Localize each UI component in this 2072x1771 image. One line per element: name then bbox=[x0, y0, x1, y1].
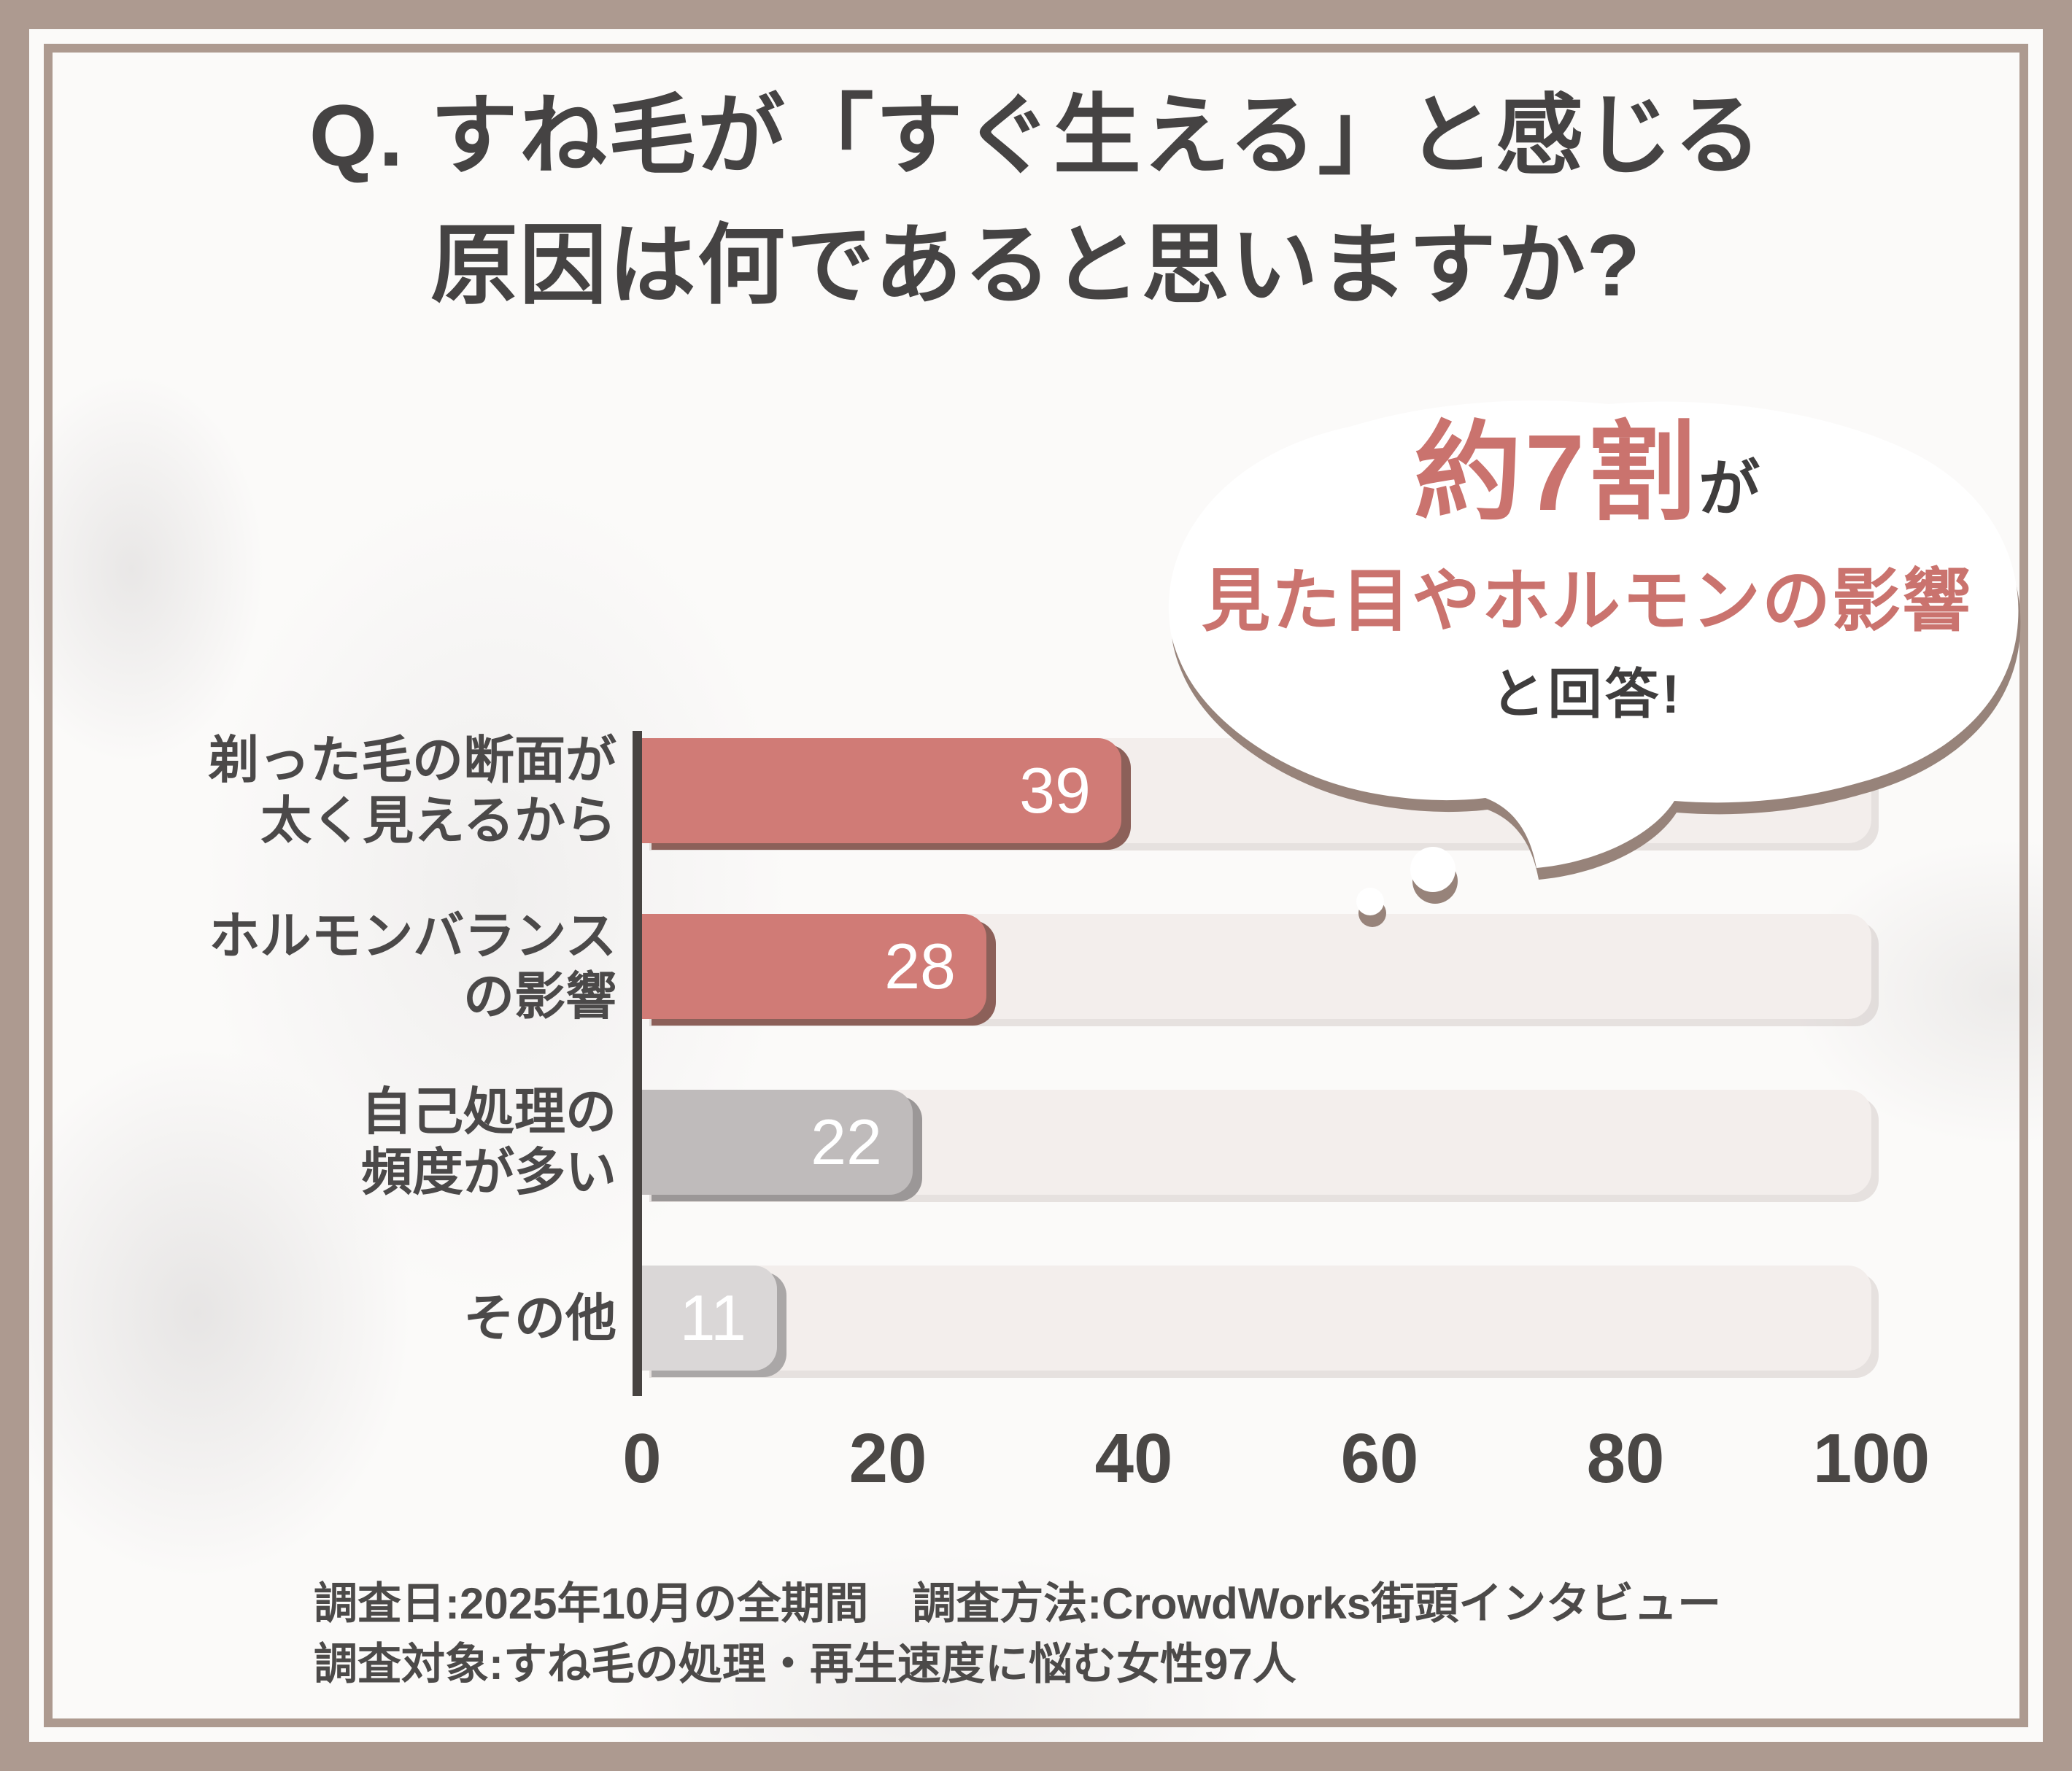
category-labels: 剃った毛の断面が 太く見えるから ホルモンバランス の影響 自己処理の 頻度が多… bbox=[80, 729, 616, 1400]
bar-row: 22 bbox=[642, 1090, 1871, 1195]
tick-label: 0 bbox=[622, 1419, 662, 1497]
y-axis-line bbox=[633, 731, 642, 1396]
bubble-dot-large bbox=[1410, 847, 1456, 892]
bubble-highlight: 約7割 bbox=[1413, 413, 1699, 533]
bubble-headline: 約7割が bbox=[1175, 419, 1999, 527]
bar-fill: 28 bbox=[642, 914, 986, 1019]
bar-fill: 39 bbox=[642, 738, 1121, 843]
bubble-answer: と回答! bbox=[1491, 664, 1683, 724]
tick-label: 80 bbox=[1586, 1419, 1665, 1497]
bar-row: 28 bbox=[642, 914, 1871, 1019]
bar-value: 39 bbox=[1019, 754, 1091, 826]
tick-label: 20 bbox=[848, 1419, 927, 1497]
bubble-subline: 見た目やホルモンの影響 bbox=[1201, 562, 1972, 639]
tick-label: 100 bbox=[1812, 1419, 1930, 1497]
bar-row: 11 bbox=[642, 1266, 1871, 1371]
title-line-2: 原因は何であると思いますか? bbox=[430, 216, 1642, 314]
bar-label: その他 bbox=[463, 1289, 616, 1346]
thought-bubble-shape bbox=[1168, 400, 2019, 868]
bar-track bbox=[642, 1266, 1871, 1371]
bar-value: 22 bbox=[811, 1106, 882, 1178]
tick-label: 40 bbox=[1094, 1419, 1173, 1497]
bubble-highlight-suffix: が bbox=[1698, 454, 1760, 523]
footnote-line-2: 調査対象:すね毛の処理・再生速度に悩む女性97人 bbox=[314, 1639, 1296, 1689]
bar-fill: 22 bbox=[642, 1090, 913, 1195]
bar-fill: 11 bbox=[642, 1266, 777, 1371]
survey-footnote: 調査日:2025年10月の全期間 調査方法:CrowdWorks街頭インタビュー… bbox=[314, 1574, 1846, 1695]
bar-label: ホルモンバランス の影響 bbox=[209, 907, 616, 1025]
bar-value: 28 bbox=[884, 930, 956, 1002]
bubble-dot-small bbox=[1356, 888, 1384, 915]
page-title: Q. すね毛が「すぐ生える」と感じる 原因は何であると思いますか? bbox=[0, 71, 2072, 330]
x-axis-ticks: 0 20 40 60 80 100 bbox=[622, 1419, 1930, 1511]
bar-value: 11 bbox=[679, 1282, 746, 1354]
title-line-1: Q. すね毛が「すぐ生える」と感じる bbox=[309, 87, 1763, 185]
panel-background bbox=[29, 29, 2043, 1742]
thought-bubble bbox=[1168, 400, 2019, 915]
bubble-text: 約7割が 見た目やホルモンの影響 と回答! bbox=[1175, 419, 1999, 721]
footnote-line-1: 調査日:2025年10月の全期間 調査方法:CrowdWorks街頭インタビュー bbox=[314, 1579, 1722, 1628]
bar-label: 自己処理の 頻度が多い bbox=[361, 1083, 616, 1201]
bar-label: 剃った毛の断面が 太く見えるから bbox=[208, 732, 616, 849]
tick-label: 60 bbox=[1340, 1419, 1419, 1497]
